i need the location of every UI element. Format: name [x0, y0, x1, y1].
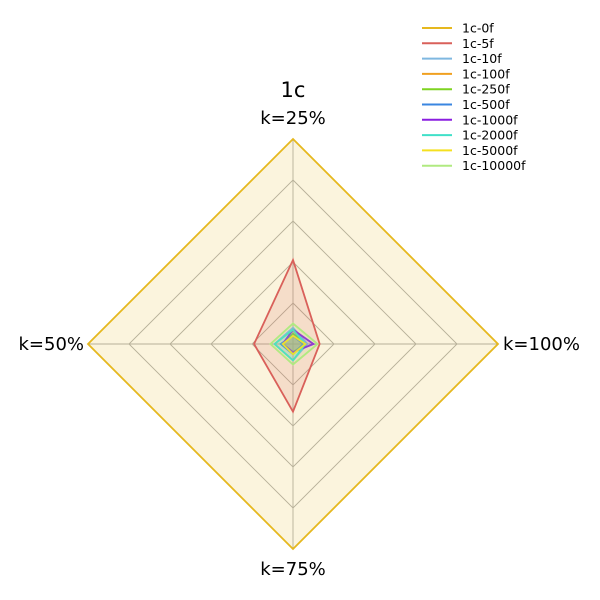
legend-item: 1c-10000f [422, 158, 526, 173]
legend-label: 1c-5f [462, 36, 494, 51]
axis-label: k=50% [18, 334, 84, 355]
legend-label: 1c-250f [462, 82, 510, 97]
legend-item: 1c-5f [422, 36, 494, 51]
axis-label: k=25% [260, 108, 326, 129]
axis-labels: k=25% k=100% k=75% k=50% [18, 108, 579, 580]
series-polygon-1c-5f [253, 257, 321, 414]
legend-item: 1c-1000f [422, 112, 518, 127]
legend-item: 1c-0f [422, 21, 494, 36]
legend-item: 1c-10f [422, 51, 502, 66]
series-polygon-1c-2000f [273, 328, 307, 362]
legend-label: 1c-2000f [462, 128, 518, 143]
legend-label: 1c-10000f [462, 158, 526, 173]
legend-label: 1c-10f [462, 51, 502, 66]
legend-label: 1c-500f [462, 97, 510, 112]
legend-item: 1c-500f [422, 97, 510, 112]
legend-label: 1c-0f [462, 21, 494, 36]
legend-label: 1c-5000f [462, 143, 518, 158]
legend: 1c-0f1c-5f1c-10f1c-100f1c-250f1c-500f1c-… [422, 21, 526, 173]
legend-item: 1c-250f [422, 82, 510, 97]
legend-item: 1c-5000f [422, 143, 518, 158]
axis-label: k=75% [260, 559, 326, 580]
series-polygon-1c-1000f [281, 328, 316, 354]
axis-label: k=100% [503, 334, 580, 355]
legend-label: 1c-100f [462, 66, 510, 81]
legend-label: 1c-1000f [462, 112, 518, 127]
series-polygon-1c-5000f [281, 334, 307, 356]
legend-item: 1c-100f [422, 66, 510, 81]
legend-item: 1c-2000f [422, 128, 518, 143]
series-polygon-1c-10000f [269, 322, 320, 366]
radar-series [86, 137, 500, 551]
series-polygon-1c-0f [86, 137, 500, 551]
chart-title: 1c [281, 78, 306, 102]
